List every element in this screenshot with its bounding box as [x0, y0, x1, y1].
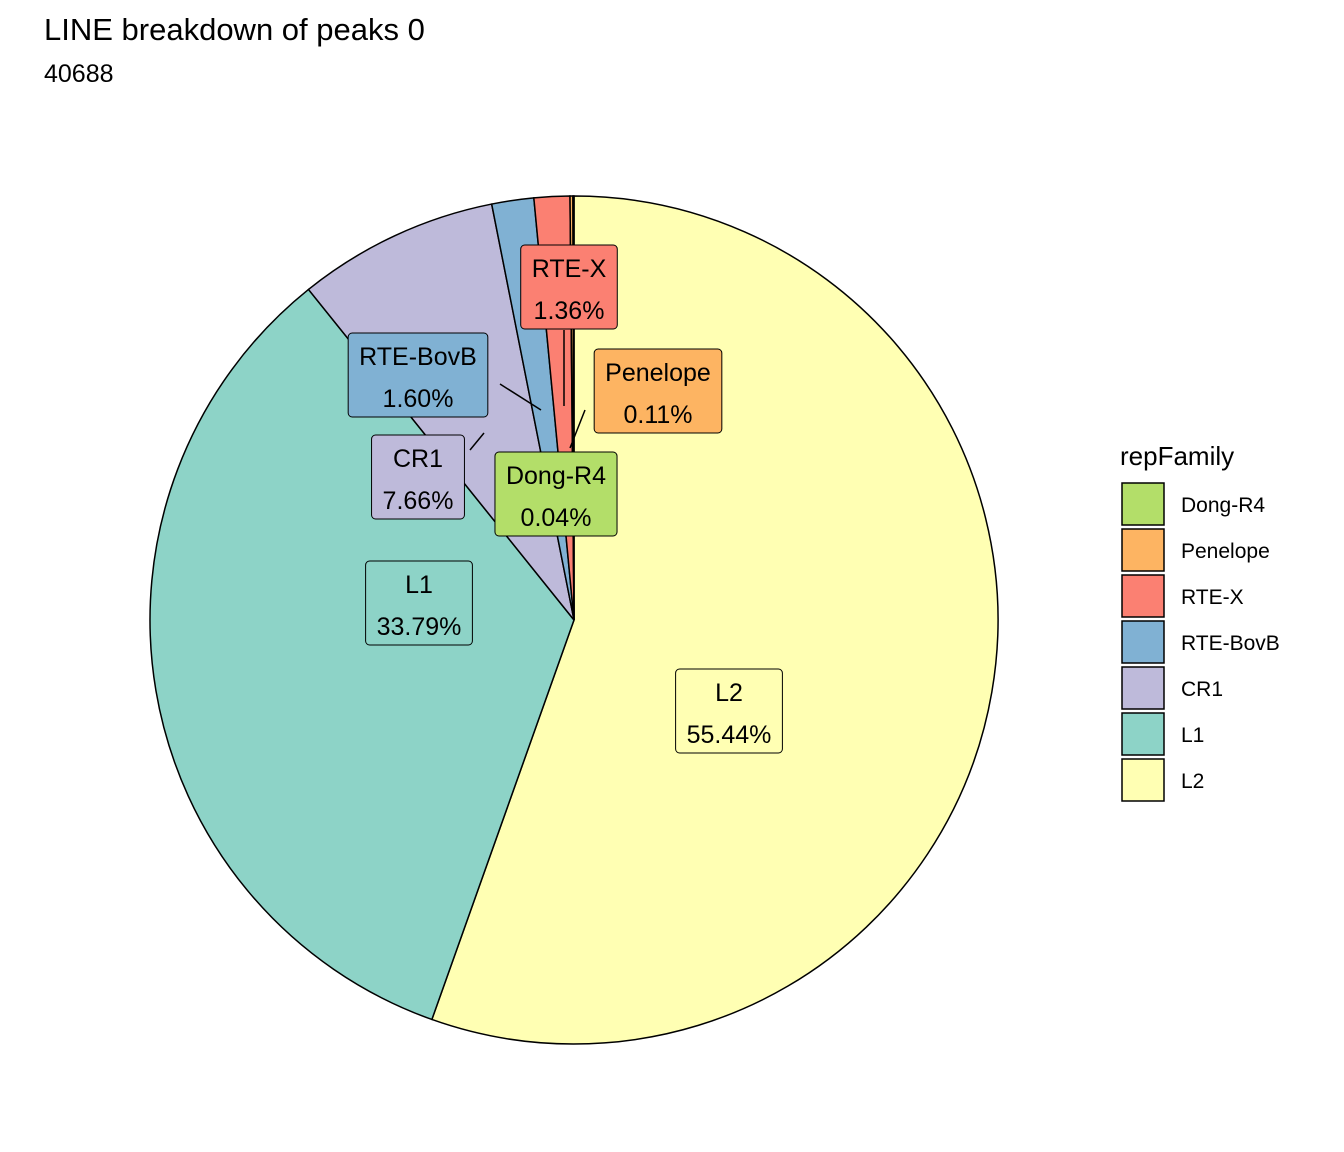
legend-label: L2 [1181, 770, 1204, 793]
slice-label-box [520, 244, 618, 330]
legend-swatch [1121, 574, 1165, 618]
slice-label-name: L2 [715, 679, 743, 707]
legend-item-l1: L1 [1121, 712, 1204, 756]
slice-label-percent: 1.36% [534, 297, 605, 325]
slice-label-name: CR1 [393, 445, 443, 473]
slice-label-name: RTE-BovB [359, 343, 477, 371]
slice-label-box [365, 560, 473, 646]
legend-swatch [1121, 528, 1165, 572]
legend-swatch [1121, 666, 1165, 710]
slice-label-percent: 7.66% [383, 487, 454, 515]
legend-item-l2: L2 [1121, 758, 1204, 802]
legend-item-cr1: CR1 [1121, 666, 1223, 710]
slice-label-percent: 0.11% [623, 401, 692, 429]
slice-label-name: RTE-X [532, 255, 607, 283]
slice-label-box [675, 668, 783, 754]
legend-item-penelope: Penelope [1121, 528, 1270, 572]
slice-label-percent: 33.79% [377, 613, 462, 641]
slice-label-name: Dong-R4 [506, 462, 606, 490]
pie-slice-l2 [430, 195, 999, 1045]
slice-label-l2: L2 55.44% [675, 668, 783, 754]
leader-line-cr1 [469, 432, 485, 451]
slice-label-percent: 1.60% [383, 385, 454, 413]
slice-label-name: L1 [405, 571, 433, 599]
slice-label-penelope: Penelope 0.11% [593, 348, 723, 434]
slice-label-dong-r4: Dong-R4 0.04% [494, 451, 618, 537]
slice-label-percent: 0.04% [521, 504, 592, 532]
legend-label: RTE-BovB [1181, 632, 1280, 655]
legend-item-rte-bovb: RTE-BovB [1121, 620, 1280, 664]
leader-line-rte-bovb [499, 383, 542, 411]
label-leader-lines [469, 330, 586, 451]
slice-label-percent: 55.44% [687, 721, 772, 749]
chart-title: LINE breakdown of peaks 0 [44, 12, 425, 47]
legend-swatch [1121, 620, 1165, 664]
slice-label-box [371, 434, 465, 520]
legend-label: Penelope [1181, 540, 1270, 563]
legend-swatch [1121, 758, 1165, 802]
slice-label-box [593, 348, 723, 434]
chart-subtitle: 40688 [44, 60, 114, 88]
legend: repFamily Dong-R4 Penelope RTE-X RTE-BovB CR1… [1120, 441, 1280, 802]
slice-label-rte-x: RTE-X 1.36% [520, 244, 618, 330]
legend-label: CR1 [1181, 678, 1223, 701]
legend-label: RTE-X [1181, 586, 1244, 609]
slice-label-cr1: CR1 7.66% [371, 434, 465, 520]
leader-line-penelope [569, 409, 586, 449]
legend-item-dong-r4: Dong-R4 [1121, 482, 1265, 526]
legend-label: L1 [1181, 724, 1204, 747]
slice-labels: L255.44%L133.79%CR17.66%RTE-BovB1.60%RTE… [347, 244, 783, 754]
slice-label-l1: L1 33.79% [365, 560, 473, 646]
legend-swatch [1121, 482, 1165, 526]
slice-label-box [494, 451, 618, 537]
pie-slice-l1 [149, 288, 575, 1021]
legend-item-rte-x: RTE-X [1121, 574, 1244, 618]
legend-label: Dong-R4 [1181, 494, 1265, 517]
slice-label-name: Penelope [605, 359, 711, 387]
slice-label-rte-bovb: RTE-BovB 1.60% [347, 332, 489, 418]
legend-swatch [1121, 712, 1165, 756]
slice-label-box [347, 332, 489, 418]
legend-title: repFamily [1120, 441, 1234, 471]
